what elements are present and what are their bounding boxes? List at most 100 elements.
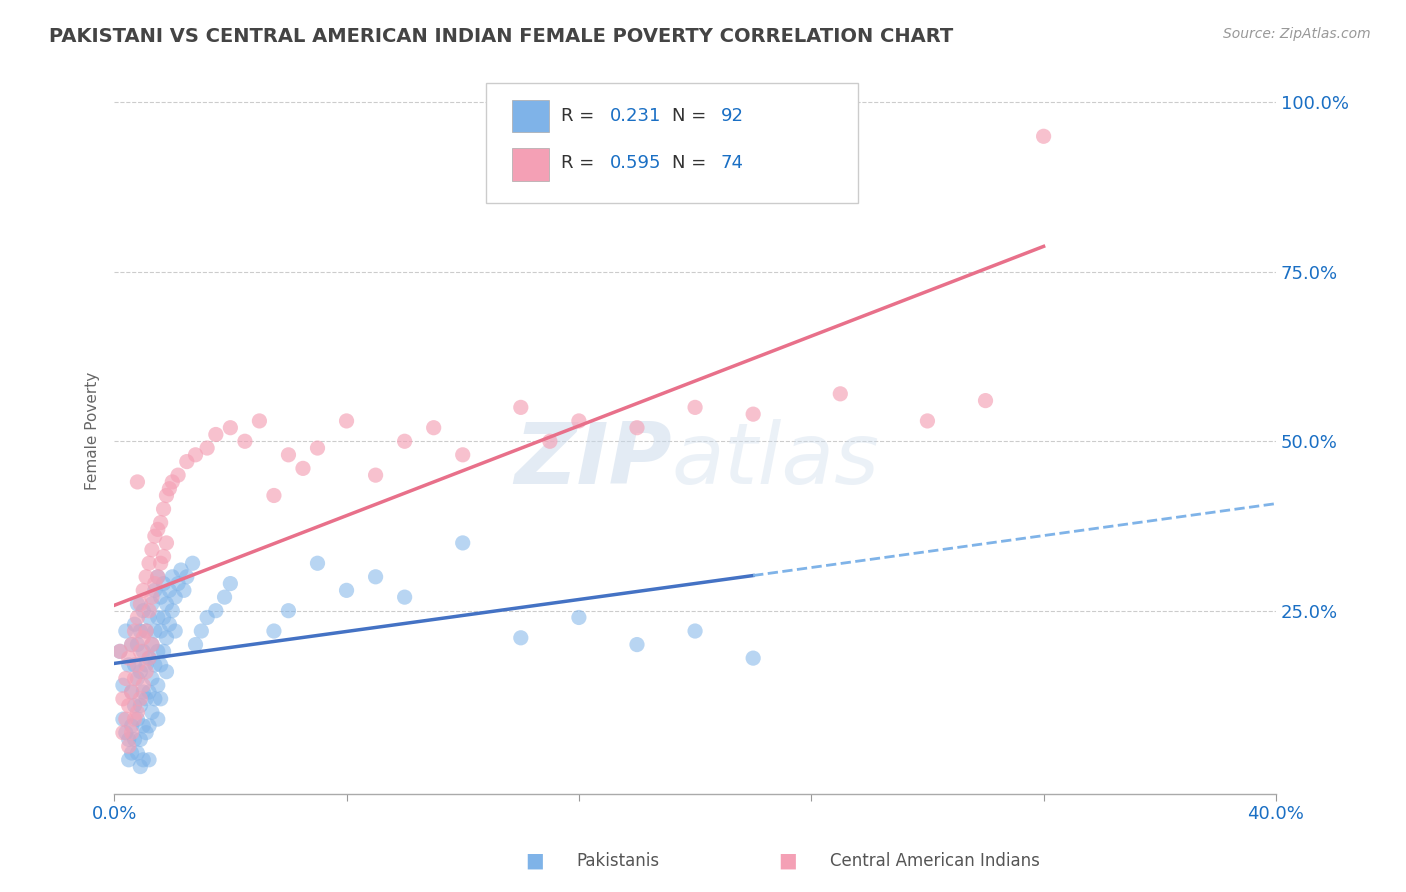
Point xyxy=(114,672,136,686)
Point xyxy=(141,590,163,604)
Point xyxy=(111,712,134,726)
Point xyxy=(138,685,160,699)
Point xyxy=(132,685,155,699)
Point xyxy=(114,725,136,739)
Point xyxy=(146,570,169,584)
Point xyxy=(141,672,163,686)
Y-axis label: Female Poverty: Female Poverty xyxy=(86,372,100,491)
Text: 0.595: 0.595 xyxy=(610,153,662,172)
Point xyxy=(118,657,141,672)
Point xyxy=(135,691,157,706)
Point xyxy=(170,563,193,577)
Point xyxy=(152,644,174,658)
Point xyxy=(742,651,765,665)
Point xyxy=(149,691,172,706)
Point xyxy=(263,624,285,638)
Point xyxy=(146,570,169,584)
Point xyxy=(626,638,648,652)
Point xyxy=(138,556,160,570)
Point xyxy=(181,556,204,570)
Point xyxy=(114,712,136,726)
Point xyxy=(184,638,207,652)
Text: ZIP: ZIP xyxy=(515,418,672,501)
Point xyxy=(111,691,134,706)
Text: Source: ZipAtlas.com: Source: ZipAtlas.com xyxy=(1223,27,1371,41)
Point xyxy=(149,657,172,672)
Point xyxy=(138,610,160,624)
Point xyxy=(129,759,152,773)
Point xyxy=(127,657,149,672)
Point xyxy=(394,434,416,449)
Text: N =: N = xyxy=(672,153,711,172)
Point xyxy=(141,542,163,557)
Point xyxy=(132,753,155,767)
Point xyxy=(141,638,163,652)
Point xyxy=(157,617,180,632)
Point xyxy=(138,753,160,767)
Point xyxy=(127,638,149,652)
Text: R =: R = xyxy=(561,107,600,125)
Point xyxy=(1032,129,1054,144)
Point xyxy=(121,725,143,739)
Point xyxy=(108,644,131,658)
Text: ▪: ▪ xyxy=(524,847,544,875)
Point xyxy=(135,624,157,638)
Point xyxy=(135,665,157,679)
Point xyxy=(124,732,146,747)
Point xyxy=(132,631,155,645)
Text: atlas: atlas xyxy=(672,418,880,501)
Point xyxy=(195,610,218,624)
Point xyxy=(129,644,152,658)
Point xyxy=(291,461,314,475)
Point xyxy=(138,651,160,665)
Text: R =: R = xyxy=(561,153,600,172)
Point xyxy=(111,725,134,739)
Text: 74: 74 xyxy=(721,153,744,172)
Point xyxy=(162,475,184,489)
Point xyxy=(173,583,195,598)
Point xyxy=(121,638,143,652)
Text: 92: 92 xyxy=(721,107,744,125)
Point xyxy=(124,672,146,686)
Point xyxy=(167,576,190,591)
Point xyxy=(143,657,166,672)
Point xyxy=(124,657,146,672)
Point xyxy=(152,549,174,564)
Point xyxy=(364,468,387,483)
Point xyxy=(335,583,357,598)
Point xyxy=(141,597,163,611)
Point xyxy=(129,698,152,713)
Point xyxy=(307,556,329,570)
Point xyxy=(509,631,531,645)
Point xyxy=(155,631,177,645)
Point xyxy=(165,590,187,604)
Point xyxy=(974,393,997,408)
Bar xyxy=(512,148,548,181)
Point xyxy=(214,590,236,604)
Bar xyxy=(512,100,548,132)
Point xyxy=(118,753,141,767)
Point xyxy=(127,475,149,489)
Point xyxy=(111,678,134,692)
Point xyxy=(143,624,166,638)
Point xyxy=(127,746,149,760)
Point xyxy=(138,651,160,665)
Point xyxy=(568,610,591,624)
Point xyxy=(195,441,218,455)
Point xyxy=(190,624,212,638)
Point xyxy=(135,725,157,739)
Point xyxy=(263,488,285,502)
Point xyxy=(121,685,143,699)
Point xyxy=(149,624,172,638)
Point xyxy=(124,698,146,713)
Point xyxy=(219,420,242,434)
Point xyxy=(127,672,149,686)
Text: Pakistanis: Pakistanis xyxy=(576,852,659,870)
Point xyxy=(626,420,648,434)
Point xyxy=(394,590,416,604)
Point xyxy=(176,454,198,468)
Point xyxy=(155,665,177,679)
Point xyxy=(141,706,163,720)
Point xyxy=(121,746,143,760)
Point xyxy=(162,570,184,584)
